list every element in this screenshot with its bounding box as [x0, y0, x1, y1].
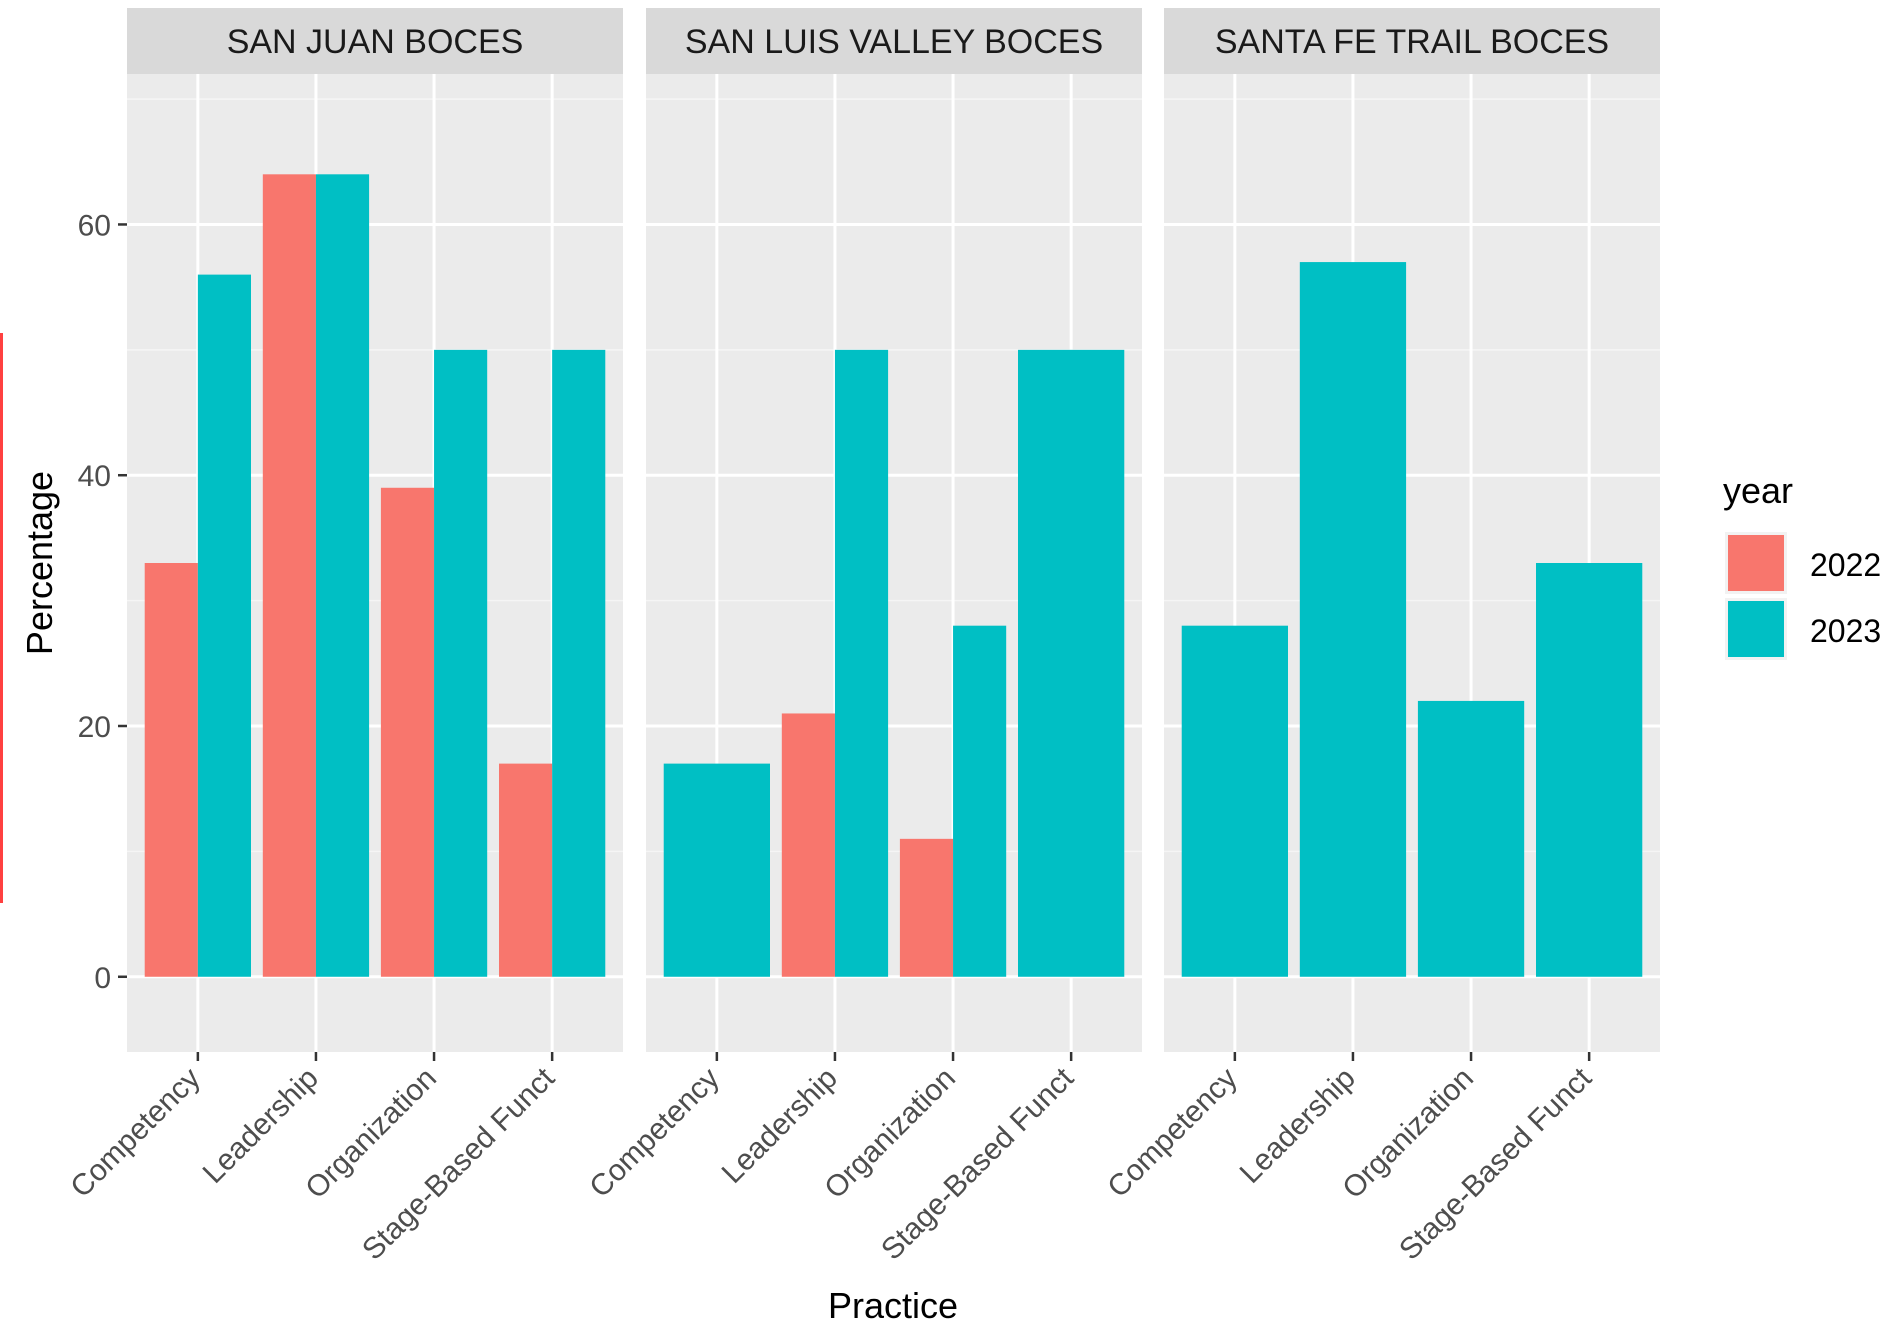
- x-tick-label: Leadership: [1234, 1062, 1362, 1190]
- bar-2022-competency: [144, 563, 198, 977]
- bar-2022-stage-based-funct: [499, 763, 553, 977]
- left-edge-marker: [0, 333, 3, 903]
- bar-2023-leadership: [315, 174, 370, 977]
- x-tick-label: Competency: [1101, 1062, 1243, 1204]
- bar-2022-organization: [380, 487, 435, 977]
- legend-label: 2022: [1810, 547, 1881, 583]
- bar-2023-organization: [1417, 700, 1525, 977]
- facet-title: SANTA FE TRAIL BOCES: [1215, 23, 1609, 61]
- bar-2023-competency: [197, 274, 251, 977]
- y-tick-label: 0: [94, 962, 111, 995]
- legend-swatch-2023: [1728, 601, 1784, 657]
- y-tick-label: 40: [78, 460, 111, 493]
- facet-strip: [127, 8, 623, 74]
- x-tick-label: Competency: [64, 1062, 206, 1204]
- bar-2022-organization: [899, 838, 954, 977]
- x-tick-label: Competency: [583, 1062, 725, 1204]
- bar-2023-stage-based-funct: [1018, 349, 1125, 977]
- x-tick-label: Stage-Based Funct: [1393, 1061, 1598, 1266]
- bar-2023-leadership: [1299, 262, 1407, 977]
- bar-2023-competency: [1181, 625, 1288, 977]
- legend-title: year: [1723, 470, 1793, 511]
- x-tick-label: Stage-Based Funct: [356, 1061, 561, 1266]
- bar-2022-leadership: [262, 174, 316, 977]
- facet-title: SAN JUAN BOCES: [227, 23, 524, 61]
- x-tick-label: Stage-Based Funct: [875, 1061, 1080, 1266]
- facet-title: SAN LUIS VALLEY BOCES: [685, 23, 1103, 61]
- x-axis-title: Practice: [828, 1285, 958, 1326]
- y-tick-label: 60: [78, 209, 111, 242]
- bar-2022-leadership: [781, 713, 835, 977]
- bar-2023-stage-based-funct: [552, 349, 606, 977]
- x-tick-label: Leadership: [716, 1062, 844, 1190]
- bar-2023-leadership: [834, 349, 889, 977]
- bar-2023-stage-based-funct: [1536, 563, 1643, 977]
- x-tick-label: Leadership: [197, 1062, 325, 1190]
- bar-2023-organization: [434, 349, 488, 977]
- bar-2023-organization: [953, 625, 1007, 977]
- y-axis-title: Percentage: [19, 471, 60, 655]
- bar-2023-competency: [663, 763, 770, 977]
- legend-swatch-2022: [1728, 535, 1784, 591]
- facet-strip: [646, 8, 1142, 74]
- legend-label: 2023: [1810, 613, 1881, 649]
- y-tick-label: 20: [78, 711, 111, 744]
- facet-strip: [1164, 8, 1660, 74]
